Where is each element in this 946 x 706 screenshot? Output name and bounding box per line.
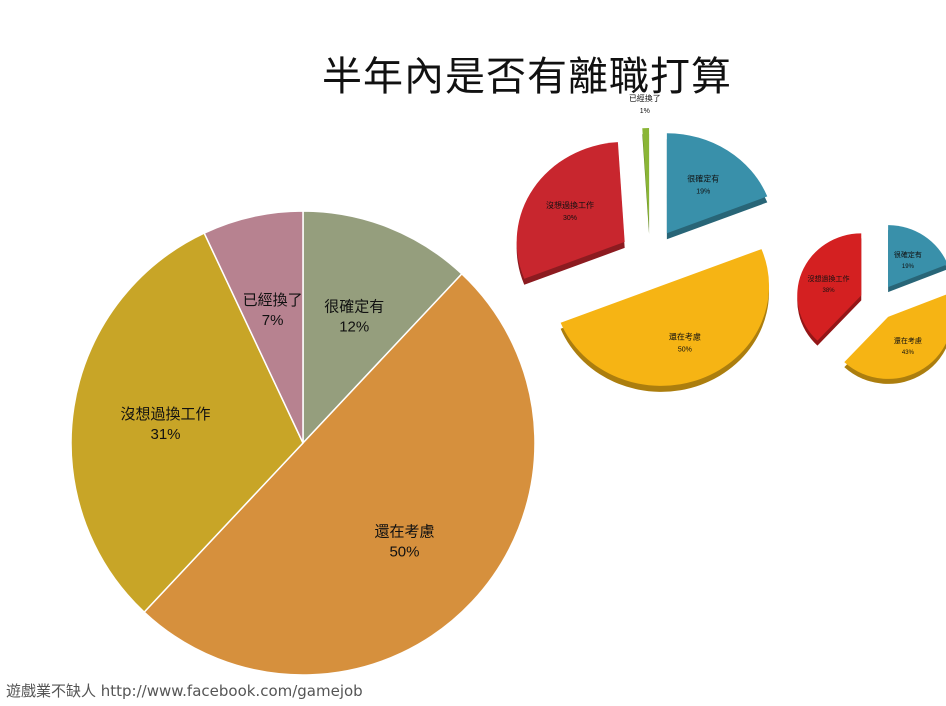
pie-slice-3 <box>70 232 304 614</box>
slice-percent-1: 19% <box>902 264 915 270</box>
slice-percent-3: 30% <box>563 215 577 222</box>
pie-slice-2 <box>560 249 770 392</box>
pie-slice-2 <box>143 272 536 676</box>
slice-label-3: 沒想過換工作 <box>808 274 850 283</box>
slice-percent-2: 50% <box>389 543 419 560</box>
slice-percent-3: 31% <box>150 426 180 443</box>
pie-slice-4 <box>642 128 650 235</box>
slice-label-2: 還在考慮 <box>894 336 922 345</box>
slice-label-2: 還在考慮 <box>374 522 434 540</box>
pie-slice-3 <box>797 233 862 346</box>
pie-slice-1 <box>888 225 946 293</box>
slice-percent-3: 38% <box>823 288 836 294</box>
slice-label-3: 沒想過換工作 <box>121 405 211 423</box>
pie-slice-1 <box>302 210 463 445</box>
slice-percent-2: 50% <box>678 347 692 354</box>
pie-slice-3 <box>516 142 625 285</box>
slice-label-3: 沒想過換工作 <box>546 200 594 210</box>
footer-credit: 遊戲業不缺人 http://www.facebook.com/gamejob <box>6 682 363 700</box>
slice-percent-2: 43% <box>902 350 915 356</box>
slice-label-4: 已經換了 <box>629 93 661 103</box>
slice-percent-1: 12% <box>339 319 369 336</box>
slice-label-1: 很確定有 <box>687 174 719 184</box>
slice-percent-4: 7% <box>262 312 284 329</box>
slice-label-1: 很確定有 <box>894 250 922 259</box>
slice-percent-1: 19% <box>696 189 710 196</box>
pie-slice-1 <box>666 133 768 240</box>
pie-slice-4 <box>203 210 304 444</box>
page-title: 半年內是否有離職打算 <box>322 54 732 100</box>
slice-label-4: 已經換了 <box>243 291 303 309</box>
slice-percent-4: 1% <box>640 108 650 115</box>
pie-slice-2 <box>844 294 946 384</box>
slice-label-1: 很確定有 <box>324 298 384 316</box>
slice-label-2: 還在考慮 <box>669 332 701 342</box>
